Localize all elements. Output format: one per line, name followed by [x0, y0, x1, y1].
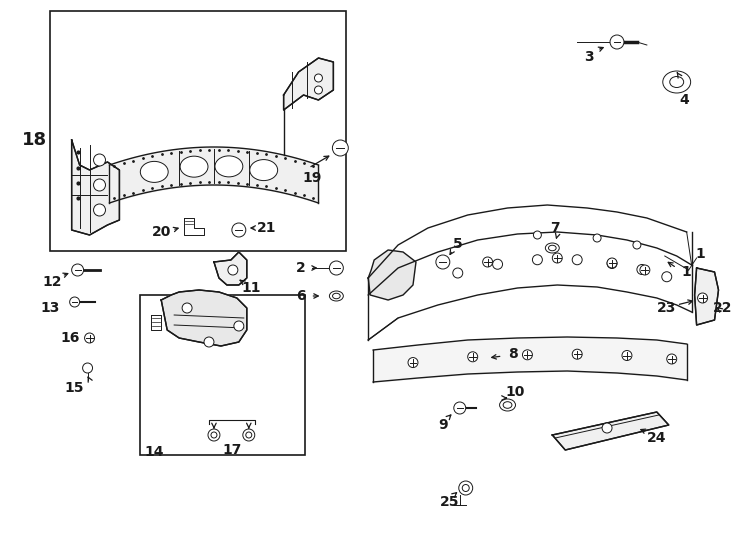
Ellipse shape	[140, 161, 168, 183]
Circle shape	[246, 432, 252, 438]
Polygon shape	[368, 250, 416, 300]
Circle shape	[697, 293, 708, 303]
Bar	[140, 295, 305, 455]
Circle shape	[234, 321, 244, 331]
Circle shape	[93, 179, 106, 191]
Text: 18: 18	[22, 131, 48, 149]
Circle shape	[534, 231, 542, 239]
Ellipse shape	[503, 402, 512, 408]
Circle shape	[459, 481, 473, 495]
Circle shape	[607, 259, 617, 268]
Circle shape	[330, 261, 344, 275]
Circle shape	[483, 257, 493, 267]
Circle shape	[602, 423, 612, 433]
Text: 23: 23	[657, 301, 677, 315]
Text: 20: 20	[151, 225, 171, 239]
Text: 22: 22	[713, 301, 733, 315]
Circle shape	[593, 234, 601, 242]
Ellipse shape	[83, 363, 92, 373]
Circle shape	[637, 265, 647, 274]
Circle shape	[436, 255, 450, 269]
Circle shape	[468, 352, 478, 362]
Ellipse shape	[180, 156, 208, 177]
Circle shape	[607, 258, 617, 268]
Text: 4: 4	[680, 93, 689, 107]
Circle shape	[232, 223, 246, 237]
Ellipse shape	[663, 71, 691, 93]
Circle shape	[93, 154, 106, 166]
Text: 19: 19	[303, 171, 322, 185]
Circle shape	[610, 35, 624, 49]
Ellipse shape	[500, 399, 515, 411]
Circle shape	[204, 337, 214, 347]
Bar	[50, 11, 346, 251]
Circle shape	[333, 140, 349, 156]
Text: 8: 8	[508, 347, 517, 361]
Text: 1: 1	[696, 247, 705, 261]
Text: 10: 10	[506, 385, 526, 399]
Text: 13: 13	[40, 301, 59, 315]
Ellipse shape	[545, 243, 559, 253]
Ellipse shape	[333, 293, 340, 299]
Text: 21: 21	[257, 221, 277, 235]
Circle shape	[454, 402, 466, 414]
Circle shape	[72, 264, 84, 276]
Circle shape	[573, 255, 582, 265]
Text: 15: 15	[65, 381, 84, 395]
Circle shape	[462, 484, 469, 491]
Text: 3: 3	[584, 50, 594, 64]
Polygon shape	[161, 290, 247, 346]
Ellipse shape	[330, 291, 344, 301]
Circle shape	[211, 432, 217, 438]
Circle shape	[640, 265, 650, 275]
Circle shape	[208, 429, 220, 441]
Circle shape	[666, 354, 677, 364]
Ellipse shape	[250, 160, 277, 180]
Text: 1: 1	[682, 265, 691, 279]
Text: 14: 14	[145, 445, 164, 459]
Circle shape	[84, 333, 95, 343]
Ellipse shape	[548, 245, 556, 251]
Circle shape	[408, 357, 418, 368]
Circle shape	[493, 259, 503, 269]
Circle shape	[182, 303, 192, 313]
Text: 12: 12	[42, 275, 62, 289]
Polygon shape	[283, 58, 333, 110]
Ellipse shape	[669, 77, 683, 87]
Circle shape	[93, 204, 106, 216]
Text: 9: 9	[438, 418, 448, 432]
Circle shape	[314, 74, 322, 82]
Polygon shape	[214, 252, 247, 285]
Circle shape	[573, 349, 582, 359]
Circle shape	[228, 265, 238, 275]
Text: 25: 25	[440, 495, 459, 509]
Circle shape	[622, 350, 632, 361]
Text: 17: 17	[222, 443, 241, 457]
Polygon shape	[552, 412, 669, 450]
Circle shape	[662, 272, 672, 282]
Text: 5: 5	[453, 237, 462, 251]
Text: 24: 24	[647, 431, 666, 445]
Circle shape	[633, 241, 641, 249]
Circle shape	[453, 268, 462, 278]
Polygon shape	[72, 140, 120, 235]
Text: 7: 7	[550, 221, 560, 235]
Circle shape	[314, 86, 322, 94]
Polygon shape	[694, 268, 719, 325]
Circle shape	[523, 350, 532, 360]
Text: 2: 2	[296, 261, 305, 275]
Text: 6: 6	[296, 289, 305, 303]
Ellipse shape	[215, 156, 243, 177]
Text: 16: 16	[60, 331, 79, 345]
Circle shape	[552, 253, 562, 263]
Circle shape	[532, 255, 542, 265]
Circle shape	[70, 297, 79, 307]
Circle shape	[243, 429, 255, 441]
Text: 11: 11	[241, 281, 261, 295]
